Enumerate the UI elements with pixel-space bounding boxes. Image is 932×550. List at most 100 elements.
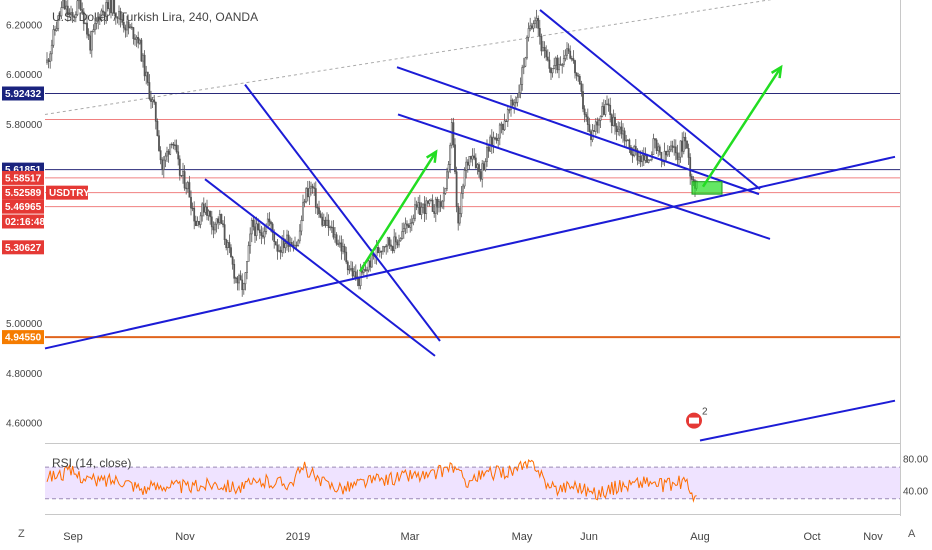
candle-body xyxy=(150,98,152,102)
candle-body xyxy=(550,68,552,74)
candle-body xyxy=(190,196,192,209)
candle-body xyxy=(508,109,511,111)
candle-body xyxy=(162,159,165,170)
candle-body xyxy=(614,116,616,127)
candle-body xyxy=(132,27,135,40)
candle-body xyxy=(90,31,93,51)
candle-body xyxy=(279,249,282,253)
price-badge xyxy=(2,185,44,200)
candle-body xyxy=(657,146,660,151)
candle-body xyxy=(250,219,253,235)
candle-body xyxy=(215,218,218,225)
candle-body xyxy=(638,156,640,161)
candle-body xyxy=(396,241,399,246)
candle-body xyxy=(486,147,488,162)
candle-body xyxy=(361,270,364,273)
candle-body xyxy=(567,48,570,52)
candle-body xyxy=(252,219,255,228)
candle-body xyxy=(393,236,396,252)
candle-body xyxy=(247,245,250,262)
candle-body xyxy=(318,207,320,215)
candle-body xyxy=(273,232,276,243)
candle-body xyxy=(618,126,621,130)
candle-body xyxy=(609,105,612,115)
candle-body xyxy=(594,121,597,132)
candle-body xyxy=(65,5,68,10)
candle-body xyxy=(458,213,461,224)
candle-body xyxy=(482,163,485,171)
candle-body xyxy=(420,206,423,215)
candle-body xyxy=(92,29,95,32)
candle-body xyxy=(121,19,124,23)
candle-body xyxy=(455,171,458,207)
candle-body xyxy=(686,140,688,149)
candle-body xyxy=(500,123,503,126)
candle-body xyxy=(161,159,164,170)
candle-body xyxy=(193,207,196,222)
candle-body xyxy=(441,200,444,208)
candle-body xyxy=(170,143,173,146)
candle-body xyxy=(678,156,680,160)
candle-body xyxy=(105,2,108,17)
candle-body xyxy=(137,37,140,44)
candle-body xyxy=(602,106,605,115)
candle-body xyxy=(254,226,256,236)
candle-body xyxy=(140,39,143,62)
candle-body xyxy=(338,242,341,245)
countdown-label: 02:16:48 xyxy=(5,217,45,228)
candle-body xyxy=(146,71,149,83)
candle-body xyxy=(617,128,620,133)
candle-body xyxy=(511,99,514,106)
time-tick-label: Jun xyxy=(580,531,598,543)
candle-body xyxy=(476,164,479,169)
candle-body xyxy=(681,140,684,152)
candle-body xyxy=(415,204,418,208)
candle-body xyxy=(214,223,216,231)
candle-body xyxy=(295,244,298,247)
candle-body xyxy=(186,182,189,190)
candle-body xyxy=(154,101,157,122)
candle-body xyxy=(535,17,538,22)
price-badge-label: 5.61851 xyxy=(5,165,42,176)
auto-scale-button-right[interactable]: A xyxy=(908,528,916,540)
candle-body xyxy=(239,275,242,281)
candle-body xyxy=(185,187,188,190)
candle-body xyxy=(73,16,76,19)
candle-body xyxy=(258,229,261,233)
candle-body xyxy=(569,50,572,59)
trend-line xyxy=(699,399,896,442)
candle-body xyxy=(425,200,428,215)
candle-body xyxy=(658,146,661,153)
candle-body xyxy=(281,238,284,253)
candle-body xyxy=(502,123,504,131)
candle-body xyxy=(108,0,111,10)
candle-body xyxy=(298,230,301,242)
candle-body xyxy=(230,247,232,258)
candle-body xyxy=(74,14,77,19)
candle-body xyxy=(466,161,469,166)
time-tick-label: Nov xyxy=(863,531,883,543)
candle-body xyxy=(399,238,402,242)
candle-body xyxy=(183,171,186,189)
candle-body xyxy=(249,233,252,246)
candle-body xyxy=(255,223,258,236)
candle-body xyxy=(158,135,160,151)
candle-body xyxy=(300,220,303,232)
candle-body xyxy=(610,114,613,126)
candle-body xyxy=(674,146,677,154)
candle-body xyxy=(529,25,532,29)
candle-body xyxy=(526,37,528,59)
candle-body xyxy=(260,232,263,236)
auto-scale-button[interactable]: Z xyxy=(18,528,25,540)
candle-body xyxy=(46,59,48,63)
candle-body xyxy=(612,116,615,126)
candle-body xyxy=(481,163,484,180)
candle-body xyxy=(343,246,346,253)
candle-body xyxy=(559,64,562,66)
candle-body xyxy=(521,67,524,85)
candle-body xyxy=(436,198,439,208)
candle-body xyxy=(474,157,477,169)
candle-body xyxy=(366,269,368,272)
candle-body xyxy=(583,108,586,115)
